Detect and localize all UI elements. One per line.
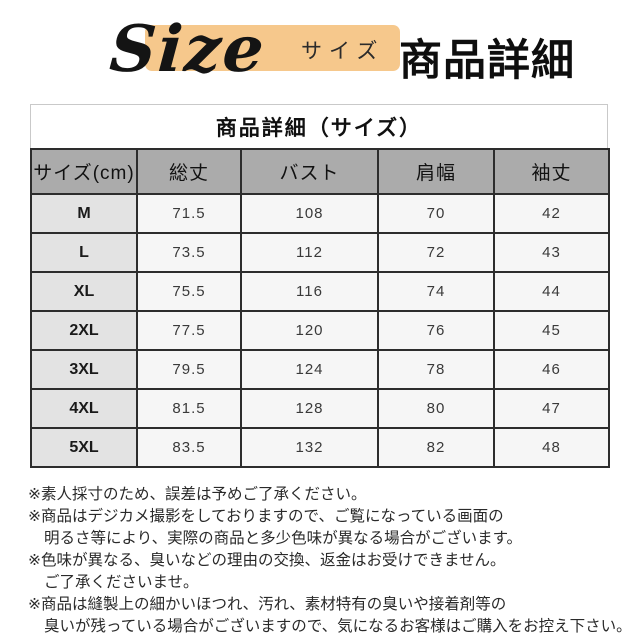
size-kana-label: サイズ xyxy=(301,40,385,63)
measurement-cell: 108 xyxy=(240,193,379,234)
table-row: 4XL 81.5 128 80 47 xyxy=(30,388,610,429)
size-row-header: XL xyxy=(30,271,138,312)
note-line: ※商品はデジカメ撮影をしておりますので、ご覧になっている画面の xyxy=(28,508,504,525)
table-row: XL 75.5 116 74 44 xyxy=(30,271,610,312)
column-header: 総丈 xyxy=(136,148,242,195)
measurement-cell: 112 xyxy=(240,232,379,273)
measurement-cell: 116 xyxy=(240,271,379,312)
measurement-cell: 74 xyxy=(377,271,495,312)
size-table-section: 商品詳細（サイズ） サイズ(cm) 総丈 バスト 肩幅 袖丈 M 71.5 108 70 42 L… xyxy=(30,104,610,468)
measurement-cell: 76 xyxy=(377,310,495,351)
measurement-cell: 79.5 xyxy=(136,349,242,390)
size-row-header: L xyxy=(30,232,138,273)
measurement-cell: 46 xyxy=(493,349,610,390)
table-header-row: サイズ(cm) 総丈 バスト 肩幅 袖丈 xyxy=(30,148,610,195)
size-table: サイズ(cm) 総丈 バスト 肩幅 袖丈 M 71.5 108 70 42 L 73.5 112 72 4… xyxy=(30,148,610,468)
measurement-cell: 75.5 xyxy=(136,271,242,312)
measurement-cell: 72 xyxy=(377,232,495,273)
measurement-cell: 83.5 xyxy=(136,427,242,468)
table-row: 3XL 79.5 124 78 46 xyxy=(30,349,610,390)
note-line: ※商品は縫製上の細かいほつれ、汚れ、素材特有の臭いや接着剤等の xyxy=(28,596,507,613)
measurement-cell: 45 xyxy=(493,310,610,351)
column-header: 袖丈 xyxy=(493,148,610,195)
measurement-cell: 48 xyxy=(493,427,610,468)
column-header: 肩幅 xyxy=(377,148,495,195)
measurement-cell: 124 xyxy=(240,349,379,390)
measurement-cell: 42 xyxy=(493,193,610,234)
measurement-cell: 128 xyxy=(240,388,379,429)
note-line: ※色味が異なる、臭いなどの理由の交換、返金はお受けできません。 xyxy=(28,552,506,569)
header: Size サイズ 商品詳細 xyxy=(0,0,640,104)
measurement-cell: 73.5 xyxy=(136,232,242,273)
measurement-cell: 82 xyxy=(377,427,495,468)
measurement-cell: 70 xyxy=(377,193,495,234)
measurement-cell: 44 xyxy=(493,271,610,312)
measurement-cell: 81.5 xyxy=(136,388,242,429)
size-row-header: 2XL xyxy=(30,310,138,351)
measurement-cell: 80 xyxy=(377,388,495,429)
measurement-cell: 78 xyxy=(377,349,495,390)
footer-notes: ※素人採寸のため、誤差は予めご了承ください。 ※商品はデジカメ撮影をしておりますの… xyxy=(28,484,636,638)
size-script-title: Size xyxy=(107,12,269,87)
size-row-header: 4XL xyxy=(30,388,138,429)
size-row-header: 5XL xyxy=(30,427,138,468)
product-detail-title: 商品詳細 xyxy=(399,38,575,85)
note-line: 明るさ等により、実際の商品と多少色味が異なる場合がございます。 xyxy=(44,530,523,547)
size-row-header: 3XL xyxy=(30,349,138,390)
note-line: ご了承くださいませ。 xyxy=(44,574,199,591)
table-row: 5XL 83.5 132 82 48 xyxy=(30,427,610,468)
header-highlight-block xyxy=(145,25,400,71)
table-title: 商品詳細（サイズ） xyxy=(30,104,608,148)
note-line: ※素人採寸のため、誤差は予めご了承ください。 xyxy=(28,486,367,503)
column-header: サイズ(cm) xyxy=(30,148,138,195)
measurement-cell: 71.5 xyxy=(136,193,242,234)
measurement-cell: 77.5 xyxy=(136,310,242,351)
size-row-header: M xyxy=(30,193,138,234)
column-header: バスト xyxy=(240,148,379,195)
measurement-cell: 132 xyxy=(240,427,379,468)
table-row: M 71.5 108 70 42 xyxy=(30,193,610,234)
table-row: 2XL 77.5 120 76 45 xyxy=(30,310,610,351)
measurement-cell: 120 xyxy=(240,310,379,351)
note-line: 臭いが残っている場合がございますので、気になるお客様はご購入をお控え下さい。 xyxy=(44,618,632,635)
table-row: L 73.5 112 72 43 xyxy=(30,232,610,273)
measurement-cell: 47 xyxy=(493,388,610,429)
measurement-cell: 43 xyxy=(493,232,610,273)
